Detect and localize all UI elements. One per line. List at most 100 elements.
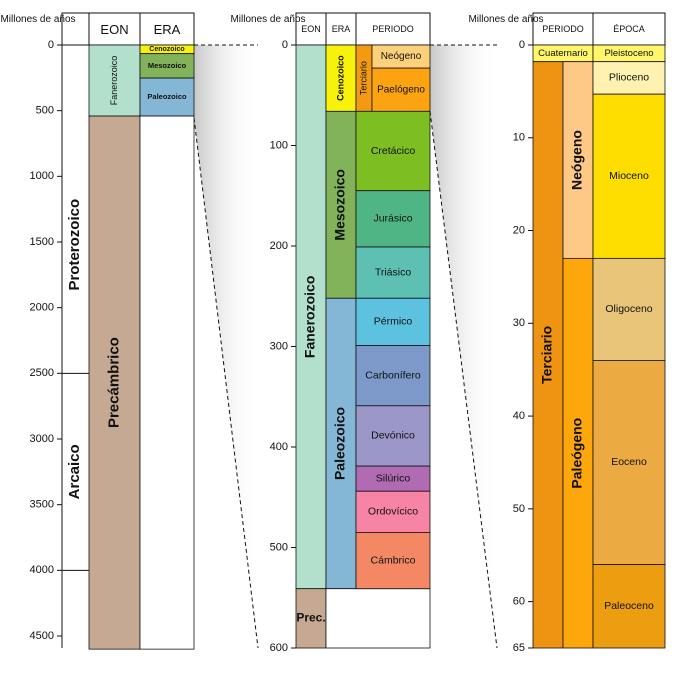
p3-sub-period-neogeno: Neógeno	[562, 61, 594, 259]
p3-outer-period-label-terciario: Terciario	[539, 326, 555, 384]
p2-era-label-mesozoico: Mesozoico	[332, 169, 348, 241]
p1-era-label-cenozoico: Cenozoico	[149, 46, 184, 53]
p1-tick-label-3500: 3500	[30, 499, 54, 511]
panel2-eon-header: EON	[301, 24, 321, 34]
p3-epoch-label-plioceno: Plioceno	[609, 72, 649, 84]
p2-period-block-cretacico	[355, 110, 431, 192]
p2-era-cenozoico: Cenozoico	[325, 44, 357, 112]
outer-unit-label-proterozoico: Proterozoico	[66, 199, 83, 291]
p3-epoch-mioceno: Mioceno	[592, 93, 666, 259]
p2-subperiod-label-terciario: Terciario	[358, 61, 368, 95]
p2-period-label-neogeno: Neógeno	[381, 51, 422, 62]
panel-eon-era: Millones de años EON ERA Proterozoico Arc…	[0, 12, 195, 650]
p2-period-label-permico: Pérmico	[374, 316, 413, 328]
p2-eon-fanerozoico: Fanerozoico	[295, 44, 327, 590]
p1-eon-label-precambrico: Precámbrico	[105, 337, 122, 428]
p2-period-triasico: Triásico	[355, 246, 431, 299]
p2-tick-label-500: 500	[270, 541, 288, 553]
p3-period-label-cuaternario: Cuaternario	[538, 48, 588, 59]
panel2-era-header: ERA	[332, 24, 351, 34]
p2-empty-lower	[325, 588, 431, 649]
panel2-period-header: PERIODO	[372, 24, 414, 34]
p2-period-label-cretacico: Cretácico	[371, 145, 416, 157]
p3-epoch-label-pleistoceno: Pleistoceno	[604, 48, 653, 59]
p2-period-carbonifero: Carbonífero	[355, 345, 431, 407]
panel-period: Millones de años EON ERA PERIODO Faneroz…	[230, 12, 431, 654]
p1-tick-label-2500: 2500	[30, 367, 54, 379]
p2-period-neogeno: Neógeno	[371, 44, 431, 69]
p1-era-cenozoico: Cenozoico	[139, 44, 195, 55]
p2-tick-label-300: 300	[270, 340, 288, 352]
p2-period-label-paelogeno: Paelógeno	[377, 84, 425, 95]
p3-epoch-label-eoceno: Eoceno	[611, 456, 647, 468]
p1-tick-label-4500: 4500	[30, 630, 54, 642]
zoom-line-bottom-1	[193, 117, 259, 649]
p1-tick-label-1000: 1000	[30, 170, 54, 182]
p1-era-label-mesozoico: Mesozoico	[148, 61, 187, 70]
p2-period-block-permico	[355, 297, 431, 346]
outer-unit-label-arcaico: Arcaico	[66, 444, 83, 499]
p2-period-devonico: Devónico	[355, 405, 431, 467]
p1-era-mesozoico: Mesozoico	[139, 53, 195, 79]
p3-epoch-block-eoceno	[592, 360, 666, 565]
p1-tick-label-500: 500	[36, 105, 54, 117]
p2-period-cretacico: Cretácico	[355, 110, 431, 192]
p3-epoch-pleistoceno: Pleistoceno	[592, 44, 666, 63]
p3-outer-period-block-terciario	[532, 61, 564, 649]
p2-eon-prec: Prec.	[295, 588, 327, 649]
panel-epoch: Millones de años PERIODO ÉPOCA Cuaternar…	[468, 12, 666, 654]
p2-period-permico: Pérmico	[355, 297, 431, 346]
p3-epoch-block-mioceno	[592, 93, 666, 259]
p3-sub-period-label-neogeno: Neógeno	[569, 130, 585, 190]
p3-sub-period-label-paleogeno: Paleógeno	[569, 418, 585, 489]
zoom-band-2	[430, 45, 497, 648]
panel3-period-header: PERIODO	[542, 24, 584, 34]
p3-epoch-label-paleoceno: Paleoceno	[604, 600, 654, 612]
p1-eon-fanerozoico: Fanerozoico	[88, 44, 141, 117]
p2-period-block-cambrico	[355, 532, 431, 590]
p2-era-mesozoico: Mesozoico	[325, 110, 357, 299]
p2-period-block-carbonifero	[355, 345, 431, 407]
p1-tick-label-0: 0	[48, 39, 54, 51]
p3-tick-label-50: 50	[513, 503, 525, 515]
p2-period-label-jurasico: Jurásico	[373, 213, 412, 225]
p2-period-cambrico: Cámbrico	[355, 532, 431, 590]
p2-period-ordovicico: Ordovícico	[355, 490, 431, 533]
zoom-band-1	[194, 45, 258, 648]
p1-tick-label-3000: 3000	[30, 433, 54, 445]
p2-period-label-silurico: Silúrico	[376, 472, 411, 484]
p2-era-block-paleozoico	[325, 297, 357, 590]
p3-tick-label-20: 20	[513, 224, 525, 236]
p2-eon-block-prec	[295, 588, 327, 649]
p1-eon-precambrico: Precámbrico	[88, 115, 141, 650]
p3-epoch-oligoceno: Oligoceno	[592, 257, 666, 361]
p2-tick-label-0: 0	[282, 39, 288, 51]
p3-tick-label-65: 65	[513, 642, 525, 654]
p2-tick-label-600: 600	[270, 642, 288, 654]
p2-subperiod-terciario: Terciario	[355, 44, 373, 112]
p3-tick-label-10: 10	[513, 132, 525, 144]
p2-era-paleozoico: Paleozoico	[325, 297, 357, 590]
p3-tick-label-40: 40	[513, 410, 525, 422]
p2-period-block-paelogeno	[371, 67, 431, 112]
p2-era-label-paleozoico: Paleozoico	[332, 407, 348, 480]
p3-epoch-paleoceno: Paleoceno	[592, 564, 666, 649]
p3-outer-period-terciario: Terciario	[532, 61, 564, 649]
outer-unit-proterozoico: Proterozoico	[66, 199, 83, 291]
p3-epoch-block-paleoceno	[592, 564, 666, 649]
p1-era-block-paleozoico	[139, 77, 195, 117]
p3-sub-period-block-paleogeno	[562, 257, 594, 649]
p1-era-label-paleozoico: Paleozoico	[147, 92, 187, 101]
panel1-era-header: ERA	[154, 22, 181, 37]
p1-tick-label-2000: 2000	[30, 302, 54, 314]
p3-epoch-label-oligoceno: Oligoceno	[605, 303, 652, 315]
p3-tick-label-60: 60	[513, 596, 525, 608]
p1-era-empty	[139, 115, 195, 650]
panel3-epoch-header: ÉPOCA	[613, 24, 645, 34]
panel1-axis-title-line1: Millones de años	[0, 14, 75, 25]
panel3-axis-title: Millones de años	[468, 14, 543, 25]
p3-period-cuaternario: Cuaternario	[532, 44, 594, 63]
p1-tick-label-4000: 4000	[30, 564, 54, 576]
p2-period-jurasico: Jurásico	[355, 190, 431, 248]
